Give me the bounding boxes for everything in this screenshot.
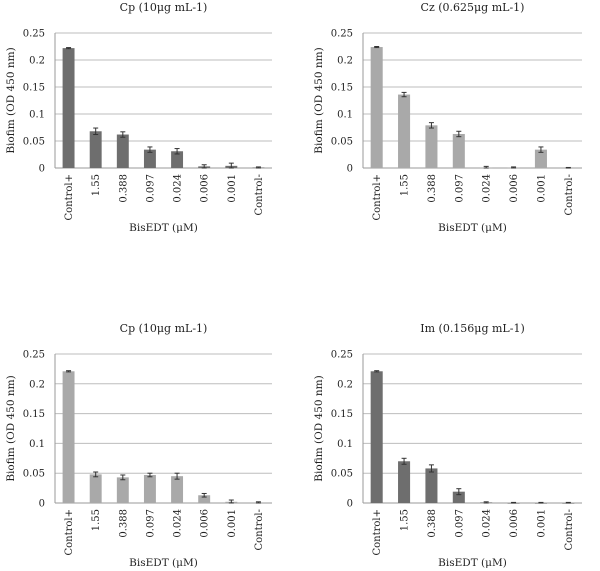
- x-tick-label: Control-: [564, 509, 575, 551]
- x-axis-label: BisEDT (μM): [438, 222, 507, 234]
- y-tick-label: 0.1: [29, 110, 45, 121]
- x-tick-label: 0.097: [454, 509, 465, 538]
- bar: [425, 468, 438, 503]
- x-tick-label: 0.001: [227, 509, 238, 538]
- bar: [62, 48, 75, 169]
- chart-title: Cp (10μg mL-1): [120, 1, 208, 14]
- y-tick-label: 0.15: [331, 409, 353, 420]
- x-tick-label: Control-: [254, 509, 265, 551]
- y-axis-label: Biofim (OD 450 nm): [5, 47, 17, 153]
- chart-panel-1: Cp (10μg mL-1) 0 0.05 0.1 0.15 0.2 0.25 Control…: [5, 1, 272, 234]
- y-tick-label: 0.25: [23, 350, 45, 361]
- x-axis-label: BisEDT (μM): [129, 222, 198, 234]
- y-axis-label: Biofim (OD 450 nm): [313, 375, 325, 481]
- y-tick-label: 0: [39, 164, 45, 175]
- y-tick-label: 0.1: [337, 439, 353, 450]
- y-tick-label: 0.05: [331, 469, 353, 480]
- x-tick-label: Control+: [64, 174, 75, 221]
- bar: [89, 474, 102, 503]
- y-axis-label: Biofim (OD 450 nm): [313, 47, 325, 153]
- y-tick-label: 0.05: [331, 137, 353, 148]
- x-tick-label: 0.388: [427, 509, 438, 538]
- x-tick-label: Control-: [254, 174, 265, 216]
- y-tick-label: 0.2: [29, 56, 45, 67]
- y-tick-label: 0: [347, 499, 353, 510]
- y-tick-label: 0.25: [331, 29, 353, 40]
- y-tick-label: 0: [39, 499, 45, 510]
- chart-panel-3: Cp (10μg mL-1) 0 0.05 0.1 0.15 0.2 0.25 Control…: [5, 322, 272, 569]
- x-tick-label: 1.55: [400, 174, 411, 196]
- x-tick-label: 0.097: [454, 174, 465, 203]
- y-tick-label: 0.05: [23, 137, 45, 148]
- x-tick-label: 1.55: [91, 509, 102, 531]
- bar: [425, 125, 438, 168]
- chart-title: Cp (10μg mL-1): [120, 322, 208, 335]
- x-tick-label: 0.024: [173, 174, 184, 203]
- x-tick-label: 0.006: [509, 174, 520, 203]
- y-tick-label: 0.05: [23, 469, 45, 480]
- chart-panel-4: Im (0.156μg mL-1) 0 0.05 0.1 0.15 0.2 0.25 Cont…: [313, 322, 582, 569]
- x-tick-label: 0.006: [509, 509, 520, 538]
- y-tick-label: 0.15: [331, 83, 353, 94]
- x-tick-label: 0.001: [536, 174, 547, 203]
- x-tick-label: 0.024: [482, 174, 493, 203]
- bar: [171, 476, 184, 503]
- y-tick-label: 0.15: [23, 83, 45, 94]
- bar: [116, 134, 129, 168]
- y-tick-label: 0.1: [337, 110, 353, 121]
- y-tick-label: 0.2: [29, 379, 45, 390]
- x-tick-label: Control+: [64, 509, 75, 556]
- y-tick-label: 0.2: [337, 379, 353, 390]
- y-axis-label: Biofim (OD 450 nm): [5, 375, 17, 481]
- y-tick-label: 0.1: [29, 439, 45, 450]
- bar: [398, 94, 411, 168]
- y-tick-label: 0.25: [331, 350, 353, 361]
- x-tick-label: 0.006: [200, 509, 211, 538]
- x-tick-label: 0.024: [173, 509, 184, 538]
- chart-panel-2: Cz (0.625μg mL-1) 0 0.05 0.1 0.15 0.2 0.25 Cont…: [313, 1, 582, 234]
- x-tick-label: Control+: [372, 174, 383, 221]
- x-tick-label: 0.097: [145, 509, 156, 538]
- x-tick-label: 0.388: [118, 509, 129, 538]
- x-axis-label: BisEDT (μM): [129, 557, 198, 569]
- x-tick-label: 0.388: [427, 174, 438, 203]
- x-axis-label: BisEDT (μM): [438, 557, 507, 569]
- bar: [143, 149, 156, 168]
- chart-title: Cz (0.625μg mL-1): [421, 1, 525, 14]
- x-tick-label: 0.001: [536, 509, 547, 538]
- bar: [398, 461, 411, 503]
- chart-title: Im (0.156μg mL-1): [420, 322, 524, 335]
- x-tick-label: 1.55: [91, 174, 102, 196]
- x-tick-label: 1.55: [400, 509, 411, 531]
- y-tick-label: 0.15: [23, 409, 45, 420]
- bar: [89, 131, 102, 168]
- bar: [143, 474, 156, 503]
- y-tick-label: 0.2: [337, 56, 353, 67]
- bar: [171, 151, 184, 168]
- bar: [370, 371, 383, 503]
- bar: [116, 477, 129, 503]
- y-tick-label: 0.25: [23, 29, 45, 40]
- bar: [534, 149, 547, 168]
- bar: [452, 133, 465, 168]
- x-tick-label: 0.097: [145, 174, 156, 203]
- x-tick-label: 0.006: [200, 174, 211, 203]
- x-tick-label: Control-: [564, 174, 575, 216]
- x-tick-label: 0.024: [482, 509, 493, 538]
- x-tick-label: 0.001: [227, 174, 238, 203]
- x-tick-label: Control+: [372, 509, 383, 556]
- y-tick-label: 0: [347, 164, 353, 175]
- bar: [62, 371, 75, 503]
- bar: [370, 47, 383, 168]
- x-tick-label: 0.388: [118, 174, 129, 203]
- bar: [452, 491, 465, 503]
- bar: [198, 495, 211, 503]
